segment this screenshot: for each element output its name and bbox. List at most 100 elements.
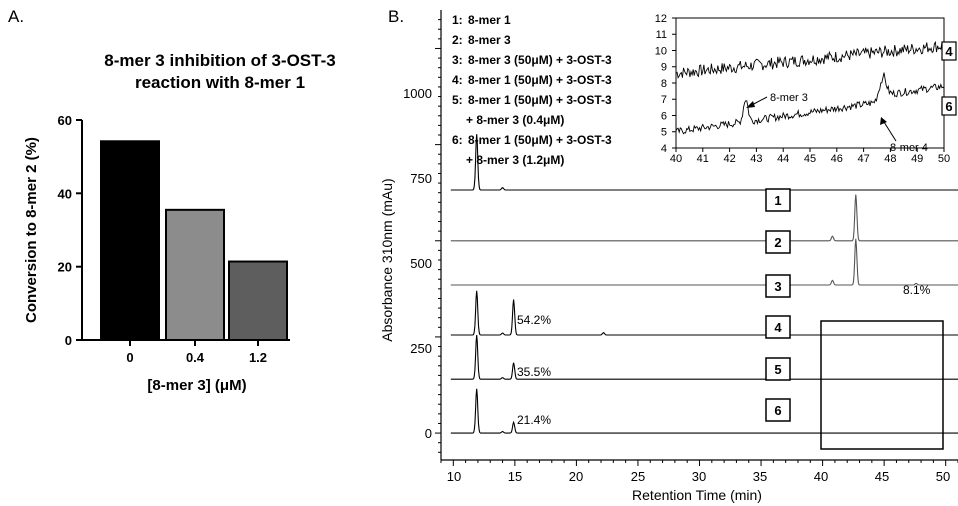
legend-num-3: 3: xyxy=(452,53,463,67)
inset-xtick-42: 42 xyxy=(723,153,735,165)
annotation-35.5: 35.5% xyxy=(517,365,551,379)
inset-ytick-4: 4 xyxy=(661,143,667,155)
bar-chart-title-line1: 8-mer 3 inhibition of 3-OST-3 xyxy=(104,51,335,70)
inset-xtick-40: 40 xyxy=(670,153,682,165)
bar-0.4 xyxy=(165,208,225,341)
trace-box-5 xyxy=(765,357,791,381)
panel-b-label: B. xyxy=(388,7,404,26)
bar-xtick-0: 0 xyxy=(126,350,133,365)
chrom-trace-2 xyxy=(450,194,958,242)
chrom-trace-4 xyxy=(450,290,958,336)
chrom-ytick-750: 750 xyxy=(410,171,432,186)
inset-ytick-8: 8 xyxy=(661,78,667,90)
inset-ytick-9: 9 xyxy=(661,62,667,74)
chrom-ytick-500: 500 xyxy=(410,256,432,271)
inset-ytick-7: 7 xyxy=(661,94,667,106)
annotation-21.4: 21.4% xyxy=(517,413,551,427)
chrom-trace-5 xyxy=(450,334,958,380)
bar-y-ticks: 0 20 40 60 xyxy=(58,113,82,348)
chrom-xtick-15: 15 xyxy=(508,469,522,484)
legend-text-3: 8-mer 3 (50μM) + 3-OST-3 xyxy=(468,53,612,67)
trace-label-4: 4 xyxy=(774,320,782,335)
chrom-xtick-40: 40 xyxy=(814,469,828,484)
chrom-xtick-20: 20 xyxy=(569,469,583,484)
chrom-legend: 1: 8-mer 1 2: 8-mer 3 3: 8-mer 3 (50μM) … xyxy=(452,13,612,167)
chrom-ytick-0: 0 xyxy=(425,426,432,441)
chrom-x-minor-ticks xyxy=(440,460,958,466)
annotation-54.2: 54.2% xyxy=(517,313,551,327)
inset-y-ticks: 4 5 6 7 8 9 10 11 12 xyxy=(655,13,667,155)
trace-box-6 xyxy=(765,398,791,422)
chrom-y-minor-ticks xyxy=(435,19,441,453)
inset-arrowhead-8-mer-4 xyxy=(880,117,887,125)
bar-xtick-0.4: 0.4 xyxy=(186,350,205,365)
bar-y-axis-label: Conversion to 8-mer 2 (%) xyxy=(23,137,40,323)
inset-trace-label-6: 6 xyxy=(945,99,952,114)
inset-trace-4 xyxy=(675,40,945,79)
trace-box-4 xyxy=(765,315,791,339)
trace-box-1 xyxy=(765,188,791,212)
bar-x-axis-label: [8-mer 3] (μM) xyxy=(147,377,246,394)
bar-chart-title-line2: reaction with 8-mer 1 xyxy=(135,73,305,92)
chrom-y-axis-label: Absorbance 310nm (mAu) xyxy=(379,178,395,341)
chrom-x-ticks: 10 15 20 25 30 35 40 45 50 xyxy=(447,469,950,484)
trace-label-3: 3 xyxy=(774,279,781,294)
bar-xtick-1.2: 1.2 xyxy=(249,350,267,365)
bar-ytick-20: 20 xyxy=(58,260,72,275)
inset-arrow-8-mer-4 xyxy=(883,121,897,142)
inset-xtick-43: 43 xyxy=(750,153,762,165)
chrom-xtick-30: 30 xyxy=(692,469,706,484)
chrom-x-axis-label: Retention Time (min) xyxy=(632,487,762,503)
inset-ytick-11: 11 xyxy=(656,29,667,41)
zoom-region-box xyxy=(820,320,944,450)
inset-trace-box-4 xyxy=(941,41,957,61)
legend-text-5: 8-mer 1 (50μM) + 3-OST-3 xyxy=(468,93,612,107)
legend-text-1: 8-mer 1 xyxy=(468,13,511,27)
inset-x-ticks: 40 41 42 43 44 45 46 47 48 49 50 xyxy=(670,153,950,165)
inset-xtick-41: 41 xyxy=(697,153,709,165)
chrom-y-ticks: 0 250 500 750 1000 xyxy=(403,86,432,441)
legend-text-6b: + 8-mer 3 (1.2μM) xyxy=(466,153,564,167)
inset-xtick-48: 48 xyxy=(884,153,896,165)
panel-a-label: A. xyxy=(8,7,24,26)
legend-text-5b: + 8-mer 3 (0.4μM) xyxy=(466,113,564,127)
chrom-trace-6 xyxy=(450,388,958,434)
inset-ytick-10: 10 xyxy=(655,46,667,58)
inset-ytick-5: 5 xyxy=(661,127,667,139)
trace-label-5: 5 xyxy=(774,362,781,377)
chrom-ytick-250: 250 xyxy=(410,341,432,356)
inset-trace-box-6 xyxy=(941,96,957,116)
legend-text-4: 8-mer 1 (50μM) + 3-OST-3 xyxy=(468,73,612,87)
legend-text-2: 8-mer 3 xyxy=(468,33,511,47)
chrom-ytick-1000: 1000 xyxy=(403,86,432,101)
inset-trace-6 xyxy=(675,72,945,135)
inset-xtick-45: 45 xyxy=(804,153,816,165)
trace-label-2: 2 xyxy=(774,235,781,250)
inset-xtick-46: 46 xyxy=(831,153,843,165)
bar-x-ticks: 0 0.4 1.2 xyxy=(126,340,267,365)
inset-annotation-8-mer-3: 8-mer 3 xyxy=(770,92,808,104)
inset-frame xyxy=(675,17,945,149)
chrom-trace-3 xyxy=(450,238,958,286)
chrom-xtick-50: 50 xyxy=(936,469,950,484)
bar-ytick-0: 0 xyxy=(65,333,72,348)
legend-num-2: 2: xyxy=(452,33,463,47)
legend-num-4: 4: xyxy=(452,73,463,87)
bar-1.2 xyxy=(228,260,288,341)
bar-0 xyxy=(100,140,160,341)
inset-arrowhead-8-mer-3 xyxy=(746,101,755,108)
chrom-trace-1 xyxy=(450,134,958,191)
annotation-8.1: 8.1% xyxy=(903,283,931,297)
inset-trace-label-4: 4 xyxy=(945,44,953,59)
inset-xtick-44: 44 xyxy=(777,153,789,165)
trace-label-1: 1 xyxy=(774,193,781,208)
chrom-xtick-10: 10 xyxy=(447,469,461,484)
bar-ytick-40: 40 xyxy=(58,186,72,201)
legend-num-5: 5: xyxy=(452,93,463,107)
bar-ytick-60: 60 xyxy=(58,113,72,128)
chrom-xtick-25: 25 xyxy=(631,469,645,484)
inset-xtick-50: 50 xyxy=(938,153,950,165)
inset-xtick-49: 49 xyxy=(911,153,923,165)
trace-label-6: 6 xyxy=(774,403,781,418)
